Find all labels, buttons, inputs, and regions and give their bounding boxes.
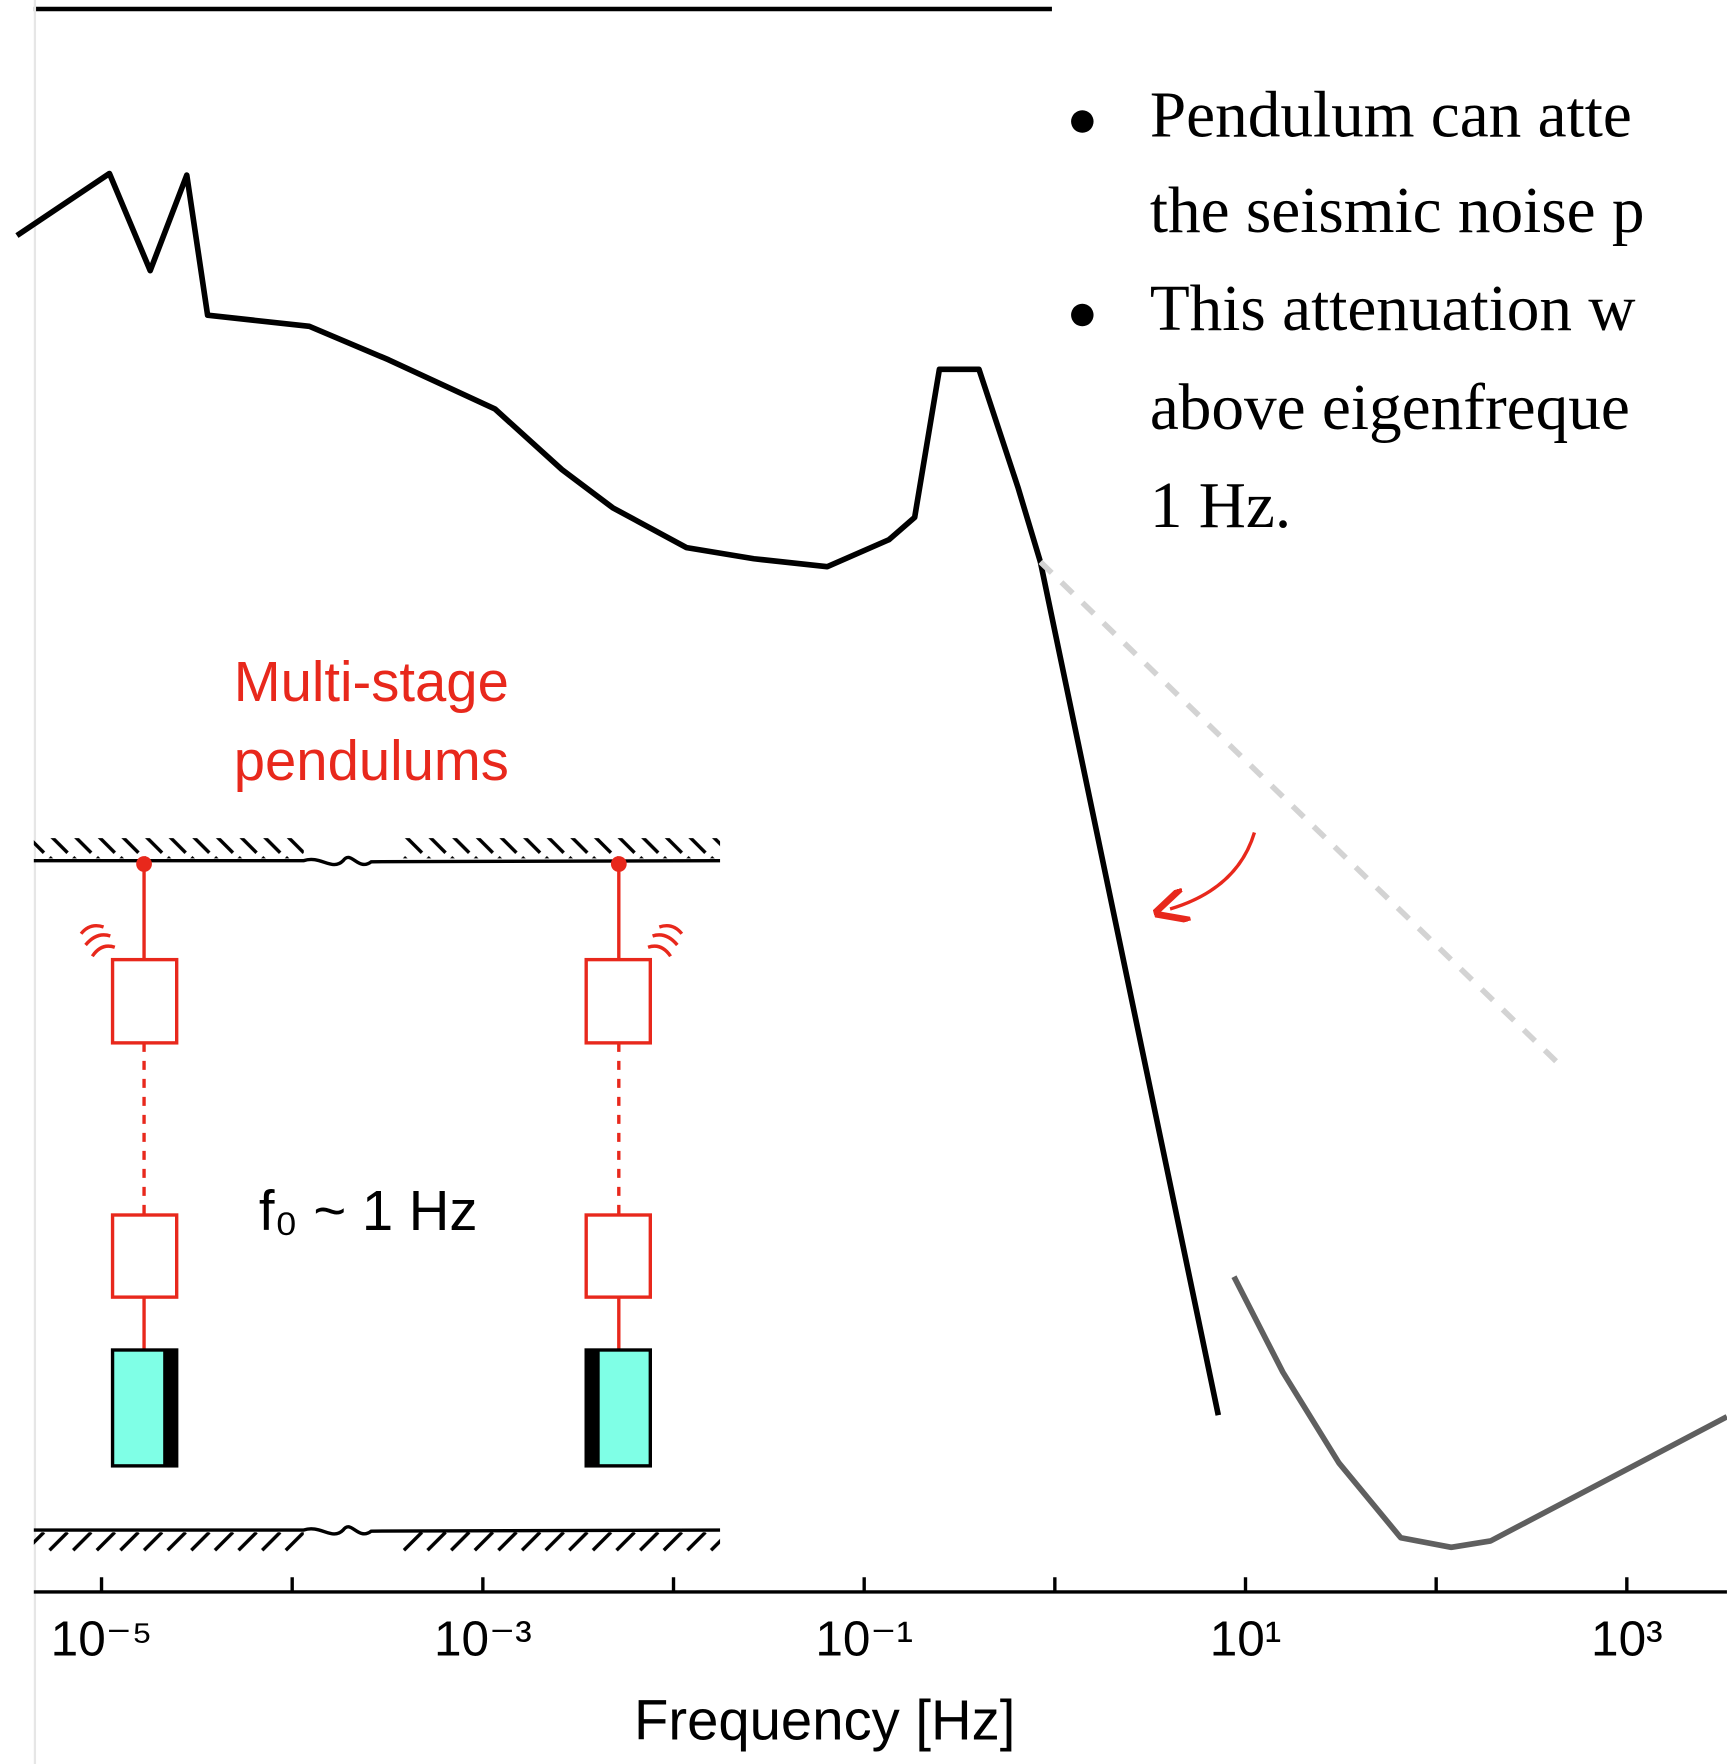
x-axis-label: Frequency [Hz] [634,1688,1015,1751]
bullet-text: above eigenfreque [1150,372,1630,444]
diagram-title: Multi-stage [234,650,509,713]
pendulum-diagram [33,832,1257,1553]
bullet [1071,110,1094,133]
bullet-text: Pendulum can atte [1150,79,1632,151]
bullet [1071,303,1094,327]
bullet-text: the seismic noise p [1150,175,1645,247]
x-tick-label: 10³ [1591,1612,1663,1667]
x-tick-label: 10⁻³ [434,1612,532,1667]
series-line [1231,1275,1727,1551]
diagram-title: pendulums [234,729,509,792]
x-tick-label: 10⁻¹ [815,1612,913,1667]
frequency-note: f₀ ~ 1 Hz [259,1179,478,1242]
bullet-text: 1 Hz. [1150,470,1291,542]
series-line [1038,559,1561,1066]
x-tick-label: 10¹ [1210,1612,1282,1667]
x-tick-label: 10⁻⁵ [51,1612,153,1667]
bullet-text: This attenuation w [1150,273,1636,345]
series-line [15,170,1222,1416]
